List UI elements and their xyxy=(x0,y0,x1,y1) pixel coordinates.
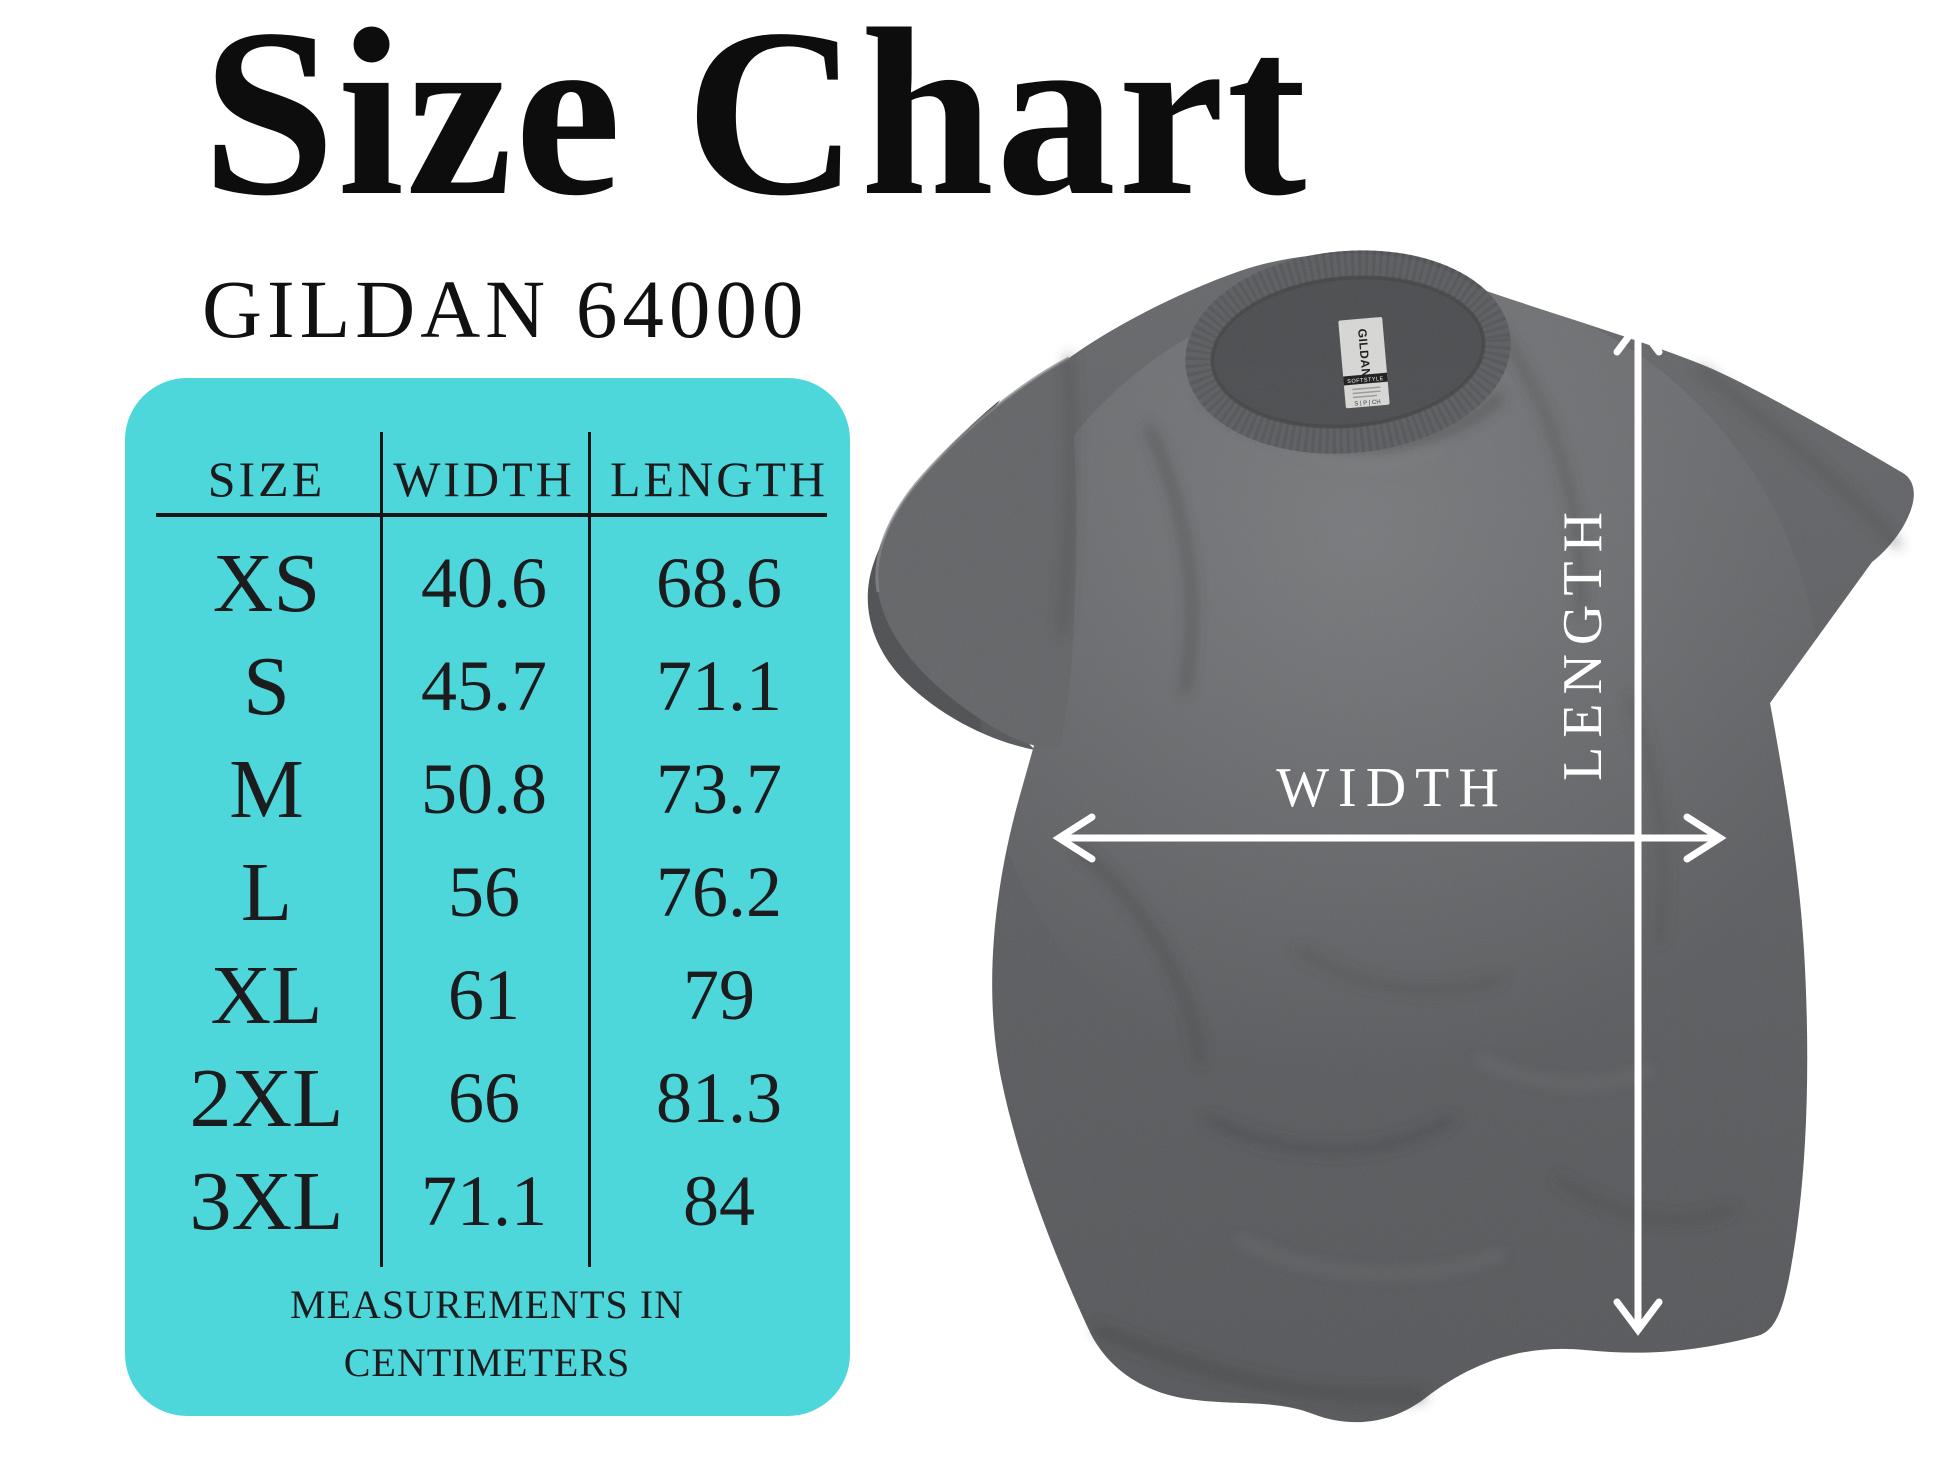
cell-length: 71.1 xyxy=(656,646,782,726)
width-arrow xyxy=(1052,813,1727,863)
column-header-width: WIDTH xyxy=(393,451,575,507)
tshirt-photo: GILDAN SOFTSTYLE S | P | CH xyxy=(867,250,1914,1423)
page-subtitle: GILDAN 64000 xyxy=(202,263,809,355)
cell-width: 61 xyxy=(448,955,520,1035)
cell-length: 84 xyxy=(683,1161,755,1241)
units-note: MEASUREMENTS IN CENTIMETERS xyxy=(157,1276,817,1392)
cell-length: 68.6 xyxy=(656,543,782,623)
column-divider xyxy=(588,432,591,1267)
column-divider xyxy=(380,432,383,1267)
cell-size: 3XL xyxy=(189,1155,344,1248)
column-header-size: SIZE xyxy=(207,451,326,507)
heather-texture xyxy=(867,253,1914,1423)
size-table-panel: SIZE WIDTH LENGTH XS 40.6 68.6 S 45.7 71… xyxy=(125,378,850,1416)
cell-size: XL xyxy=(210,949,323,1042)
cell-width: 40.6 xyxy=(421,543,547,623)
cell-length: 81.3 xyxy=(656,1058,782,1138)
cell-size: L xyxy=(240,846,293,939)
cell-size: S xyxy=(243,640,290,733)
cell-width: 66 xyxy=(448,1058,520,1138)
header-underline xyxy=(156,513,827,517)
measurement-arrows xyxy=(1052,318,1727,1336)
table-row: L 56 76.2 xyxy=(125,841,850,944)
cell-length: 79 xyxy=(683,955,755,1035)
units-note-line: CENTIMETERS xyxy=(343,1340,631,1385)
table-row: M 50.8 73.7 xyxy=(125,738,850,841)
table-header-row: SIZE WIDTH LENGTH xyxy=(125,378,850,524)
cell-width: 71.1 xyxy=(421,1161,547,1241)
page-title: Size Chart xyxy=(202,0,1309,245)
length-arrow-label: LENGTH xyxy=(1552,503,1614,781)
cell-length: 76.2 xyxy=(656,852,782,932)
cell-width: 50.8 xyxy=(421,749,547,829)
table-body: XS 40.6 68.6 S 45.7 71.1 M 50.8 73.7 L 5… xyxy=(125,532,850,1253)
table-row: XL 61 79 xyxy=(125,944,850,1047)
cell-size: XS xyxy=(212,537,321,630)
cell-width: 45.7 xyxy=(421,646,547,726)
table-row: 3XL 71.1 84 xyxy=(125,1150,850,1253)
units-note-line: MEASUREMENTS IN xyxy=(290,1282,684,1327)
width-arrow-label: WIDTH xyxy=(1276,757,1508,819)
cell-size: M xyxy=(229,743,304,836)
table-row: S 45.7 71.1 xyxy=(125,635,850,738)
cell-width: 56 xyxy=(448,852,520,932)
table-row: XS 40.6 68.6 xyxy=(125,532,850,635)
table-row: 2XL 66 81.3 xyxy=(125,1047,850,1150)
length-arrow xyxy=(1613,318,1663,1336)
cell-size: 2XL xyxy=(189,1052,344,1145)
column-header-length: LENGTH xyxy=(610,451,828,507)
cell-length: 73.7 xyxy=(656,749,782,829)
